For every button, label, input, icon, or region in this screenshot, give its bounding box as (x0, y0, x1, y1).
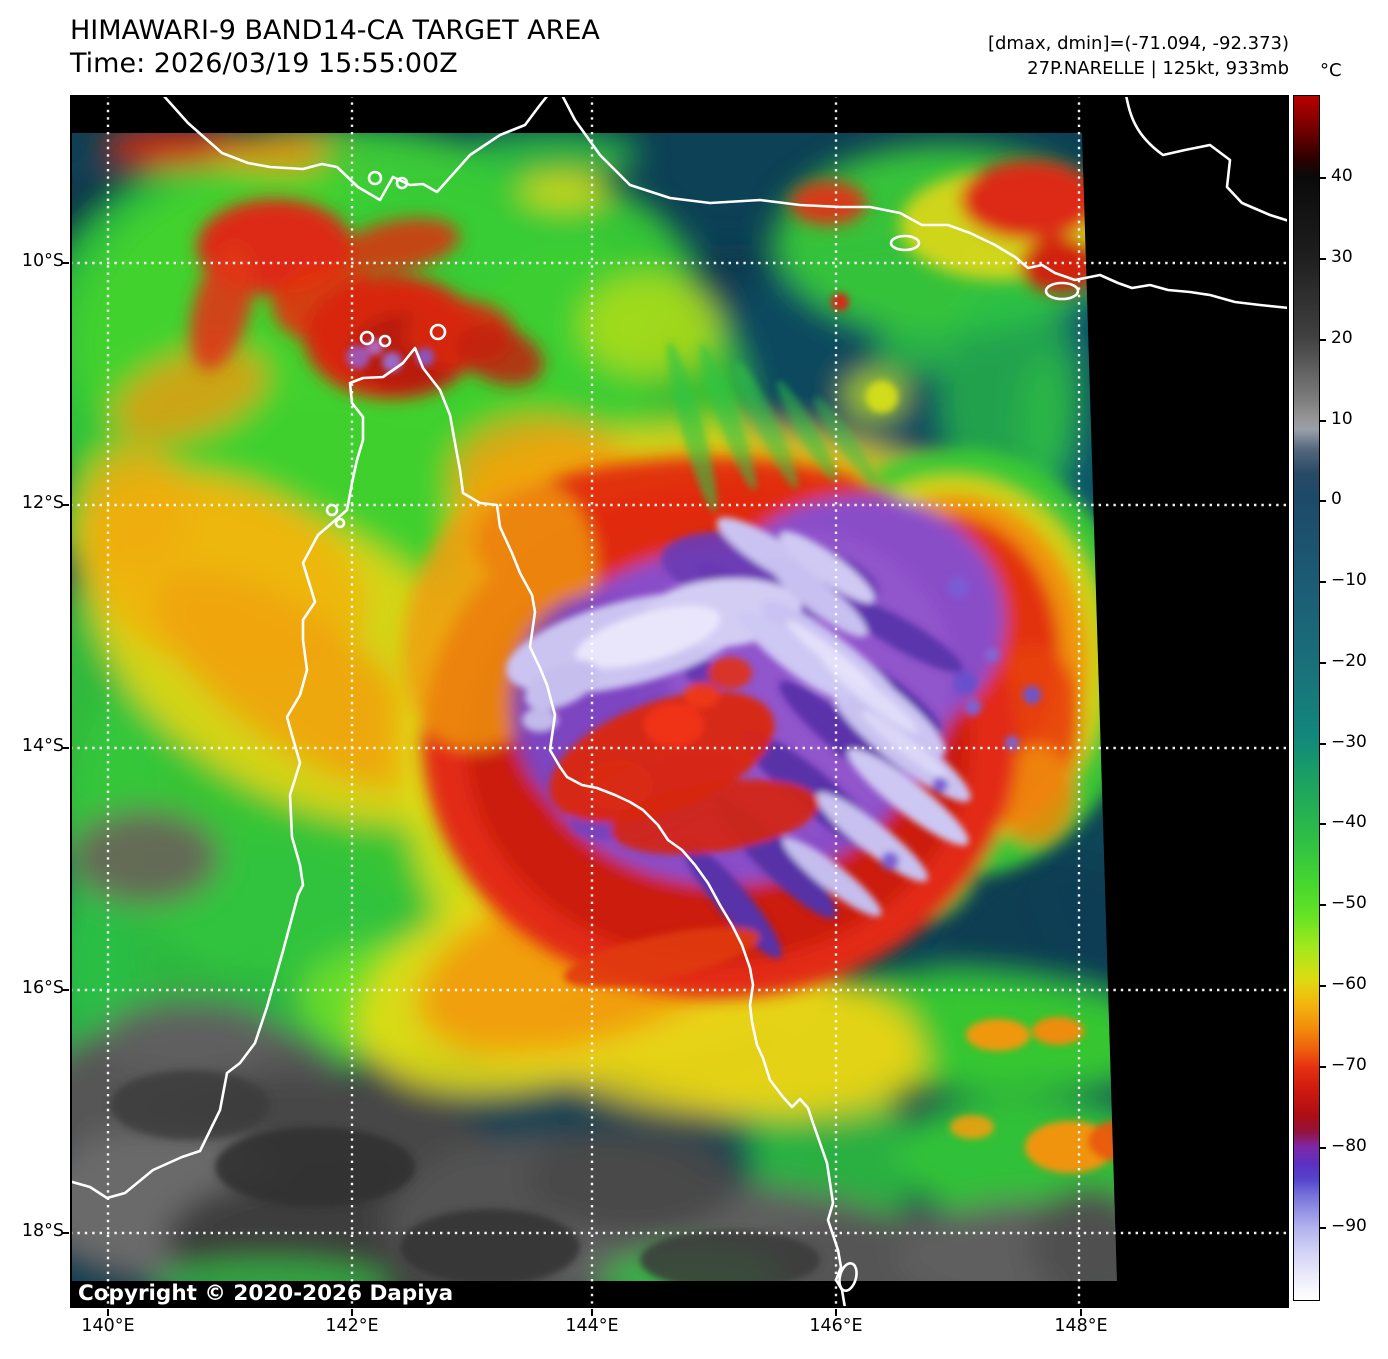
colorbar-tick-label: 0 (1331, 489, 1342, 509)
x-axis-tick-label: 144°E (565, 1316, 619, 1336)
y-axis-tick-label: 18°S (21, 1221, 64, 1241)
satellite-image-layer (70, 95, 1289, 1308)
data-swath (70, 133, 1117, 1285)
colorbar (1293, 95, 1320, 1301)
colorbar-tick (1320, 904, 1326, 906)
colorbar-tick (1320, 743, 1326, 745)
storm-info-readout: 27P.NARELLE | 125kt, 933mb (1027, 58, 1289, 79)
colorbar-tick (1320, 500, 1326, 502)
colorbar-tick-label: 30 (1331, 247, 1353, 267)
colorbar-tick (1320, 1066, 1326, 1068)
copyright-bar (70, 1281, 1289, 1308)
y-axis-tick (62, 747, 69, 749)
colorbar-tick-label: 10 (1331, 409, 1353, 429)
colorbar-tick-label: −10 (1331, 570, 1367, 590)
figure-timestamp: Time: 2026/03/19 15:55:00Z (70, 48, 458, 79)
colorbar-tick-label: −40 (1331, 812, 1367, 832)
y-axis-tick (62, 504, 69, 506)
y-axis-tick (62, 989, 69, 991)
x-axis-tick-label: 142°E (325, 1316, 379, 1336)
colorbar-tick (1320, 662, 1326, 664)
x-axis-tick (351, 1309, 353, 1316)
torres-strait-islands (325, 170, 1080, 1292)
colorbar-tick (1320, 823, 1326, 825)
x-axis-tick (107, 1309, 109, 1316)
colorbar-tick-label: 40 (1331, 166, 1353, 186)
colorbar-tick (1320, 339, 1326, 341)
figure-title: HIMAWARI-9 BAND14-CA TARGET AREA (70, 15, 600, 46)
dmax-dmin-readout: [dmax, dmin]=(-71.094, -92.373) (987, 33, 1289, 54)
colorbar-tick-label: −20 (1331, 651, 1367, 671)
y-axis-tick (62, 1232, 69, 1234)
copyright-label: Copyright © 2020-2026 Dapiya (78, 1281, 454, 1306)
y-axis-tick-label: 16°S (21, 978, 64, 998)
coastline-cape-york-peninsula (70, 346, 847, 1308)
colorbar-tick-label: −60 (1331, 974, 1367, 994)
x-axis-tick-label: 140°E (81, 1316, 135, 1336)
colorbar-tick-label: −30 (1331, 732, 1367, 752)
plot-border (70, 95, 1289, 1308)
colorbar-tick-label: −80 (1331, 1136, 1367, 1156)
figure-info-block: [dmax, dmin]=(-71.094, -92.373) 27P.NARE… (988, 31, 1289, 81)
graticule-gridlines (70, 95, 1289, 1308)
colorbar-tick (1320, 985, 1326, 987)
x-axis-tick (591, 1309, 593, 1316)
colorbar-tick-label: −90 (1331, 1216, 1367, 1236)
colorbar-unit-label: °C (1320, 60, 1342, 81)
x-axis-tick (1080, 1309, 1082, 1316)
colorbar-tick-label: −70 (1331, 1055, 1367, 1075)
y-axis-tick-label: 14°S (21, 736, 64, 756)
colorbar-tick (1320, 1147, 1326, 1149)
coastlines (70, 95, 1289, 1308)
colorbar-tick (1320, 1227, 1326, 1229)
y-axis-tick-label: 10°S (21, 251, 64, 271)
x-axis-tick (835, 1309, 837, 1316)
y-axis-tick-label: 12°S (21, 493, 64, 513)
x-axis-tick-label: 146°E (809, 1316, 863, 1336)
map-plot: Copyright © 2020-2026 Dapiya (70, 95, 1289, 1308)
colorbar-tick-label: 20 (1331, 328, 1353, 348)
y-axis-tick (62, 262, 69, 264)
cold-top-detail-layer (110, 293, 1117, 1285)
coastline-png-south-coast (161, 95, 1289, 310)
colorbar-tick (1320, 177, 1326, 179)
colorbar-tick-label: −50 (1331, 893, 1367, 913)
colorbar-tick (1320, 581, 1326, 583)
coastline-png-tail (1124, 95, 1289, 223)
x-axis-tick-label: 148°E (1054, 1316, 1108, 1336)
colorbar-tick (1320, 258, 1326, 260)
colorbar-tick (1320, 420, 1326, 422)
